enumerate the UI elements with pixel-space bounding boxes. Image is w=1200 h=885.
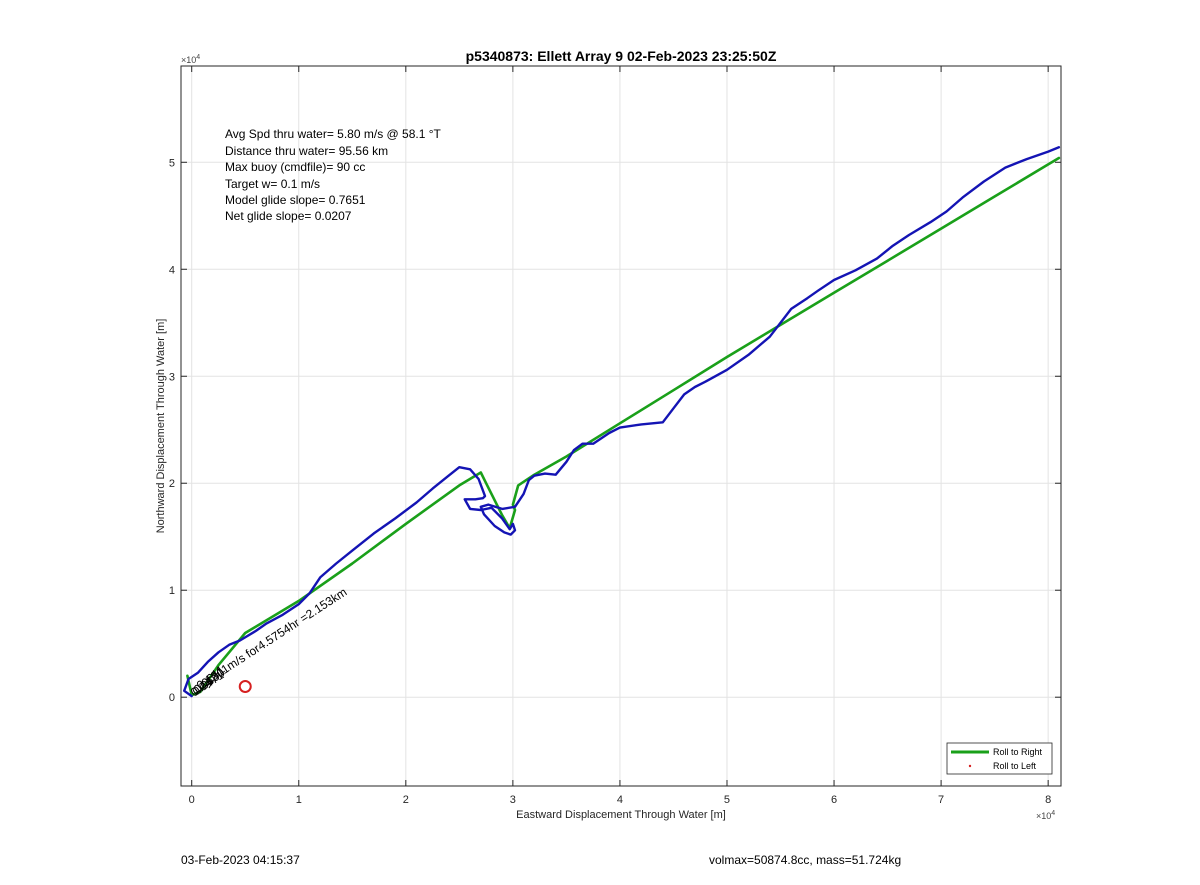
footer-timestamp: 03-Feb-2023 04:15:37 xyxy=(181,853,300,867)
x-axis-label: Eastward Displacement Through Water [m] xyxy=(516,809,726,821)
y-exponent-power: 4 xyxy=(196,54,200,61)
grid xyxy=(181,66,1061,786)
plot-lines xyxy=(182,146,1061,698)
y-tick-label: 3 xyxy=(169,371,175,383)
footer-volmax-mass: volmax=50874.8cc, mass=51.724kg xyxy=(709,853,902,867)
annotation-net-glide: Net glide slope= 0.0207 xyxy=(225,209,352,223)
y-axis-label: Northward Displacement Through Water [m] xyxy=(155,319,167,534)
y-tick-label: 0 xyxy=(169,692,175,704)
plot-frame xyxy=(180,65,1062,787)
annotation-max-buoy: Max buoy (cmdfile)= 90 cc xyxy=(225,160,365,174)
glider-track-line xyxy=(182,146,1061,698)
plot-area xyxy=(181,66,1061,786)
x-exponent-base: ×10 xyxy=(1036,811,1051,821)
x-tick-label: 8 xyxy=(1045,794,1051,806)
legend-box xyxy=(946,742,1053,775)
x-tick-label: 3 xyxy=(510,794,516,806)
annotation-target-w: Target w= 0.1 m/s xyxy=(225,177,320,191)
annotation-avg-speed: Avg Spd thru water= 5.80 m/s @ 58.1 °T xyxy=(225,127,442,141)
x-axis-ticks: 0 1 2 3 4 5 6 7 8 xyxy=(189,66,1051,806)
current-arrow xyxy=(194,680,214,695)
plot-markers xyxy=(238,680,252,694)
legend-label-roll-left: Roll to Left xyxy=(993,761,1037,771)
x-tick-label: 2 xyxy=(403,794,409,806)
y-axis-ticks: 0 1 2 3 4 5 xyxy=(169,157,1061,704)
x-exponent-power: 4 xyxy=(1051,810,1055,817)
x-tick-label: 4 xyxy=(617,794,623,806)
annotation-model-glide: Model glide slope= 0.7651 xyxy=(225,193,366,207)
legend: Roll to Right Roll to Left xyxy=(946,742,1053,775)
x-tick-label: 7 xyxy=(938,794,944,806)
x-tick-label: 6 xyxy=(831,794,837,806)
x-tick-label: 1 xyxy=(296,794,302,806)
legend-label-roll-right: Roll to Right xyxy=(993,747,1043,757)
x-exponent-label: ×104 xyxy=(1036,810,1055,821)
y-exponent-base: ×10 xyxy=(181,55,196,65)
chart-title: p5340873: Ellett Array 9 02-Feb-2023 23:… xyxy=(466,48,777,64)
x-tick-label: 5 xyxy=(724,794,730,806)
y-tick-label: 2 xyxy=(169,478,175,490)
current-arrow-head xyxy=(204,680,214,689)
legend-swatch-roll-left xyxy=(968,764,972,768)
stats-annotation: Avg Spd thru water= 5.80 m/s @ 58.1 °T D… xyxy=(225,127,442,223)
y-tick-label: 5 xyxy=(169,157,175,169)
y-tick-label: 4 xyxy=(169,264,175,276)
annotation-distance: Distance thru water= 95.56 km xyxy=(225,144,388,158)
series-roll-to-left-point xyxy=(238,680,252,694)
y-tick-label: 1 xyxy=(169,585,175,597)
x-tick-label: 0 xyxy=(189,794,195,806)
y-exponent-label: ×104 xyxy=(181,54,200,65)
